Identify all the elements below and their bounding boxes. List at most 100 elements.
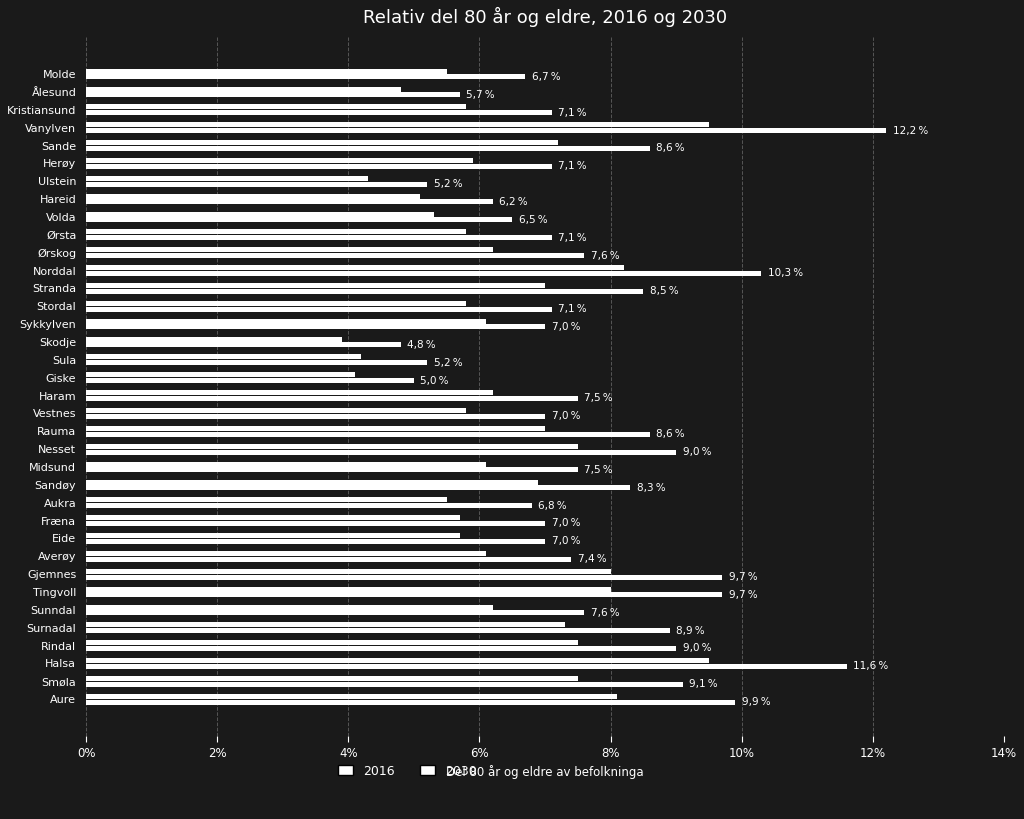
Text: 5,2 %: 5,2 %	[433, 179, 462, 189]
Bar	[86, 390, 493, 396]
Text: 7,1 %: 7,1 %	[558, 304, 587, 314]
Bar	[86, 521, 545, 526]
Bar	[86, 646, 676, 651]
Bar	[86, 93, 460, 97]
Bar	[86, 569, 610, 574]
Bar	[86, 450, 676, 455]
Bar	[86, 69, 446, 74]
Text: 8,9 %: 8,9 %	[676, 626, 705, 636]
X-axis label: Del 80 år og eldre av befolkninga: Del 80 år og eldre av befolkninga	[446, 765, 644, 780]
Bar	[86, 306, 552, 311]
Bar	[86, 539, 545, 544]
Bar	[86, 485, 630, 491]
Text: 9,7 %: 9,7 %	[729, 590, 757, 600]
Bar	[86, 479, 539, 485]
Text: 10,3 %: 10,3 %	[768, 269, 803, 278]
Bar	[86, 110, 552, 115]
Bar	[86, 610, 585, 615]
Text: 11,6 %: 11,6 %	[853, 661, 889, 672]
Title: Relativ del 80 år og eldre, 2016 og 2030: Relativ del 80 år og eldre, 2016 og 2030	[362, 7, 727, 27]
Bar	[86, 414, 545, 419]
Bar	[86, 105, 466, 110]
Bar	[86, 592, 722, 597]
Text: 9,7 %: 9,7 %	[729, 572, 757, 582]
Text: 8,6 %: 8,6 %	[656, 429, 685, 439]
Text: 8,6 %: 8,6 %	[656, 143, 685, 153]
Text: 7,0 %: 7,0 %	[552, 518, 580, 528]
Bar	[86, 128, 886, 133]
Text: 7,5 %: 7,5 %	[585, 393, 613, 404]
Text: 8,5 %: 8,5 %	[650, 287, 679, 296]
Text: 6,8 %: 6,8 %	[539, 500, 567, 510]
Text: 6,5 %: 6,5 %	[519, 215, 548, 224]
Bar	[86, 681, 683, 686]
Bar	[86, 229, 466, 234]
Bar	[86, 289, 643, 294]
Bar	[86, 337, 342, 342]
Text: 7,0 %: 7,0 %	[552, 322, 580, 332]
Bar	[86, 194, 421, 199]
Bar	[86, 699, 735, 704]
Text: 9,0 %: 9,0 %	[683, 447, 712, 457]
Text: 12,2 %: 12,2 %	[893, 125, 928, 135]
Bar	[86, 426, 545, 431]
Bar	[86, 158, 473, 163]
Bar	[86, 301, 466, 306]
Text: 7,5 %: 7,5 %	[585, 465, 613, 475]
Bar	[86, 444, 578, 449]
Text: 5,0 %: 5,0 %	[421, 376, 449, 386]
Text: 7,1 %: 7,1 %	[558, 107, 587, 118]
Bar	[86, 533, 460, 538]
Bar	[86, 176, 368, 181]
Bar	[86, 664, 847, 669]
Bar	[86, 182, 427, 187]
Text: 5,2 %: 5,2 %	[433, 358, 462, 368]
Bar	[86, 396, 578, 401]
Bar	[86, 75, 525, 79]
Bar	[86, 355, 361, 360]
Bar	[86, 503, 531, 508]
Bar	[86, 217, 512, 222]
Legend: 2016, 2030: 2016, 2030	[333, 759, 481, 783]
Bar	[86, 462, 486, 467]
Text: 7,1 %: 7,1 %	[558, 161, 587, 171]
Bar	[86, 557, 571, 562]
Text: 9,9 %: 9,9 %	[741, 697, 770, 707]
Bar	[86, 140, 558, 145]
Bar	[86, 515, 460, 520]
Text: 7,4 %: 7,4 %	[578, 554, 606, 564]
Bar	[86, 468, 578, 473]
Bar	[86, 324, 545, 329]
Bar	[86, 271, 762, 276]
Bar	[86, 283, 545, 288]
Bar	[86, 551, 486, 556]
Text: 6,2 %: 6,2 %	[499, 197, 527, 207]
Text: 7,0 %: 7,0 %	[552, 411, 580, 421]
Text: 7,6 %: 7,6 %	[591, 608, 620, 618]
Bar	[86, 253, 585, 258]
Bar	[86, 640, 578, 645]
Bar	[86, 694, 617, 699]
Bar	[86, 360, 427, 365]
Bar	[86, 342, 400, 347]
Text: 7,1 %: 7,1 %	[558, 233, 587, 242]
Bar	[86, 319, 486, 324]
Bar	[86, 658, 709, 663]
Bar	[86, 373, 355, 378]
Bar	[86, 378, 414, 383]
Bar	[86, 575, 722, 580]
Bar	[86, 676, 578, 681]
Bar	[86, 200, 493, 205]
Bar	[86, 628, 670, 633]
Bar	[86, 432, 650, 437]
Bar	[86, 247, 493, 252]
Text: 7,0 %: 7,0 %	[552, 536, 580, 546]
Text: 5,7 %: 5,7 %	[466, 90, 495, 100]
Bar	[86, 604, 493, 609]
Bar	[86, 622, 564, 627]
Bar	[86, 211, 433, 216]
Bar	[86, 586, 610, 591]
Text: 9,1 %: 9,1 %	[689, 679, 718, 690]
Text: 6,7 %: 6,7 %	[531, 72, 560, 82]
Bar	[86, 497, 446, 502]
